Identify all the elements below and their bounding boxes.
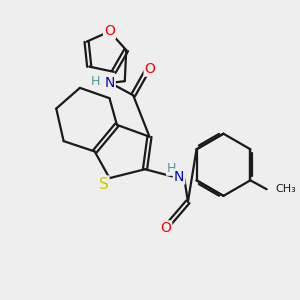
Text: S: S <box>99 176 109 191</box>
Text: N: N <box>174 169 184 184</box>
Text: O: O <box>160 221 171 236</box>
Text: CH₃: CH₃ <box>275 184 296 194</box>
Text: H: H <box>167 162 176 175</box>
Text: O: O <box>145 61 155 76</box>
Text: H: H <box>91 75 100 88</box>
Text: O: O <box>104 25 115 38</box>
Text: N: N <box>104 76 115 90</box>
